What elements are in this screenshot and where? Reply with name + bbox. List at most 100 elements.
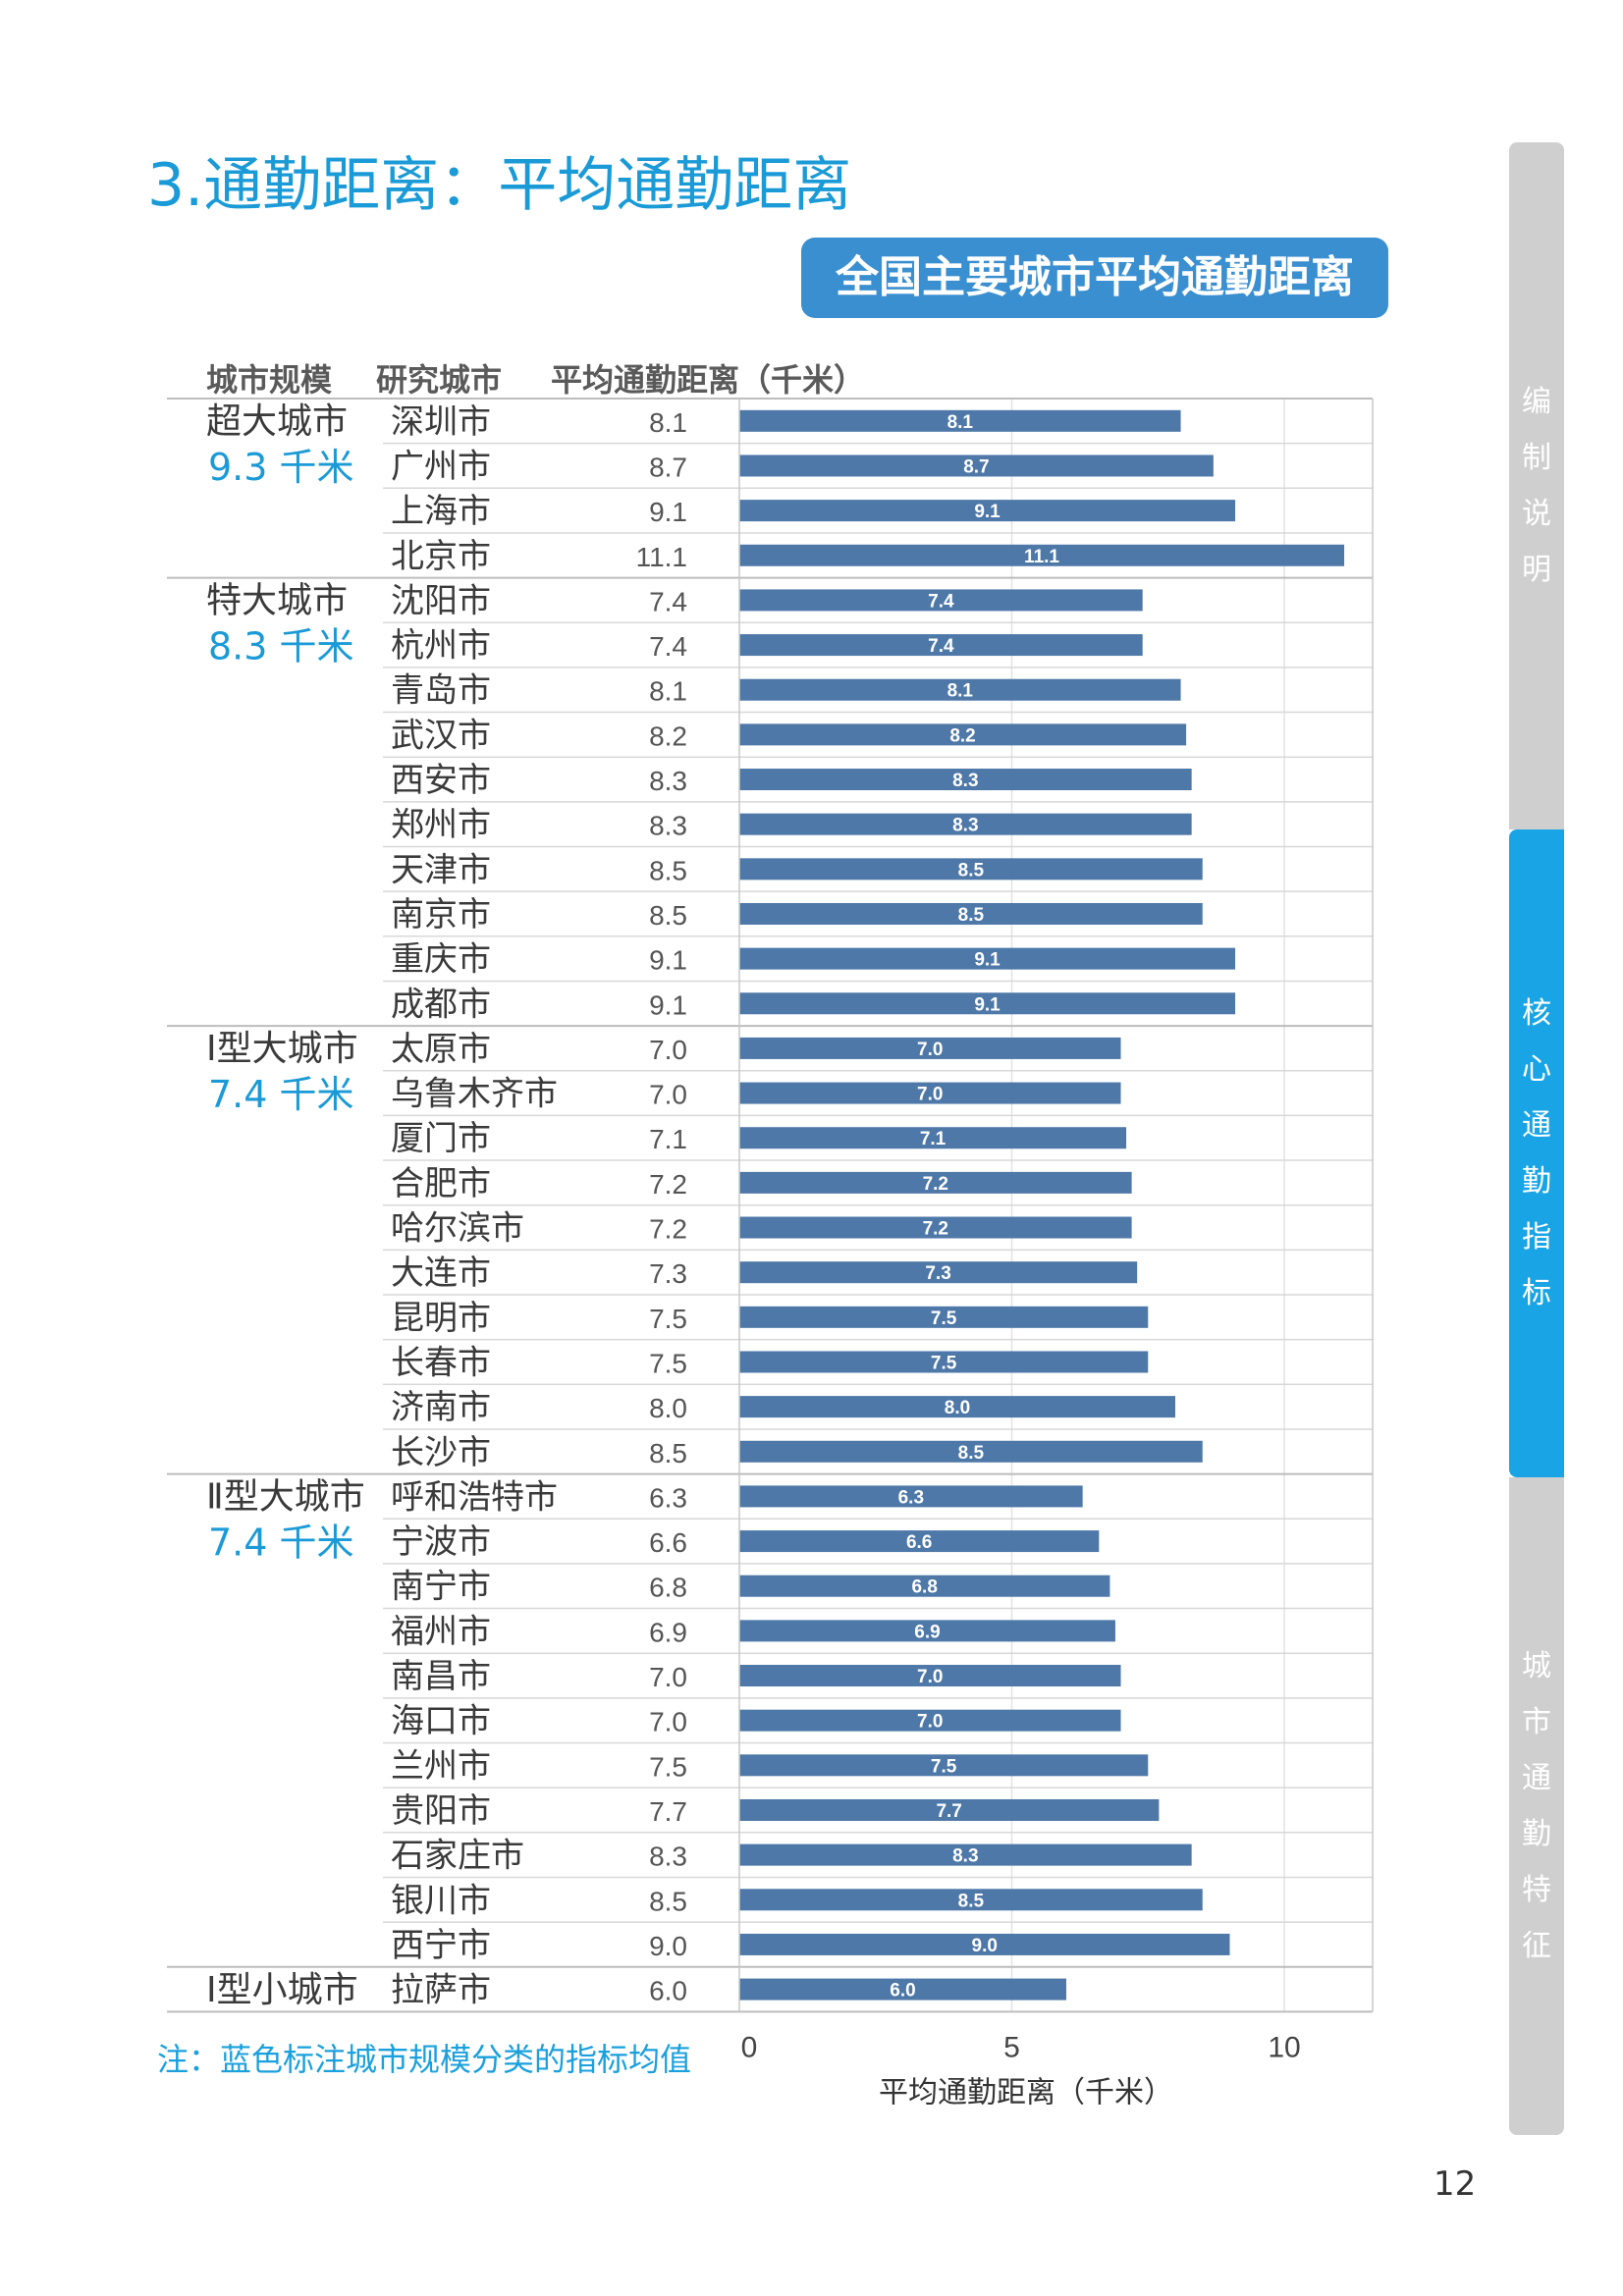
category-label: 昆明市 [391, 1299, 491, 1338]
value-label: 7.4 [649, 586, 687, 616]
category-label: 拉萨市 [391, 1971, 491, 2010]
sidebar-char: 编 [1522, 385, 1551, 419]
category-label: 广州市 [391, 447, 491, 486]
value-label: 8.3 [649, 1842, 687, 1872]
value-label: 8.5 [649, 855, 687, 885]
sidebar-char: 明 [1522, 553, 1551, 587]
sidebar-tab-core-indicators[interactable]: 核心通勤指标 [1509, 829, 1564, 1477]
bar-data-label: 7.3 [925, 1263, 950, 1284]
bar [739, 1485, 1083, 1508]
value-label: 6.9 [649, 1617, 687, 1647]
bar-data-label: 7.7 [936, 1801, 961, 1822]
value-label: 7.7 [649, 1796, 687, 1827]
group-name: Ⅱ型大城市 [206, 1477, 365, 1518]
category-label: 南京市 [391, 895, 491, 934]
value-label: 11.1 [636, 542, 687, 572]
value-label: 6.3 [649, 1482, 687, 1513]
bar [739, 769, 1192, 791]
bar [739, 1889, 1203, 1911]
category-label: 太原市 [391, 1030, 491, 1069]
bar [739, 1575, 1110, 1597]
category-label: 厦门市 [391, 1119, 491, 1158]
value-label: 8.0 [649, 1393, 687, 1423]
value-label: 9.1 [649, 945, 687, 976]
bar-data-label: 7.2 [923, 1174, 948, 1195]
category-label: 兰州市 [391, 1746, 491, 1786]
value-label: 8.3 [649, 766, 687, 796]
sidebar-tab-city-features[interactable]: 城市通勤特征 [1509, 1477, 1564, 2135]
value-label: 9.1 [649, 989, 687, 1020]
sidebar-char: 通 [1522, 1108, 1551, 1143]
bar-data-label: 9.1 [974, 502, 1001, 522]
bar [739, 454, 1214, 477]
sidebar-char: 勤 [1522, 1817, 1551, 1851]
header-value: 平均通勤距离（千米） [551, 361, 866, 399]
category-label: 银川市 [391, 1881, 491, 1920]
category-label: 西安市 [391, 761, 491, 800]
bar-data-label: 7.0 [917, 1040, 943, 1060]
bar [739, 634, 1143, 657]
category-label: 石家庄市 [391, 1837, 524, 1876]
bar [739, 1261, 1138, 1284]
value-label: 7.1 [649, 1124, 687, 1154]
category-label: 深圳市 [391, 402, 491, 442]
bar [739, 1978, 1066, 2001]
bar [739, 723, 1187, 746]
category-label: 福州市 [391, 1612, 491, 1651]
category-label: 呼和浩特市 [391, 1477, 558, 1517]
value-label: 8.7 [649, 452, 687, 482]
group-mean: 7.4 千米 [208, 1073, 354, 1116]
category-label: 乌鲁木齐市 [391, 1075, 558, 1114]
bar-data-label: 6.6 [906, 1532, 932, 1553]
category-label: 长春市 [391, 1343, 491, 1382]
sidebar-char: 市 [1522, 1705, 1551, 1739]
value-label: 6.0 [649, 1976, 687, 2006]
bar-data-label: 8.5 [958, 1443, 985, 1464]
value-label: 7.5 [649, 1348, 687, 1378]
bar-data-label: 6.0 [890, 1981, 915, 2002]
category-label: 成都市 [391, 985, 491, 1024]
category-label: 宁波市 [391, 1522, 491, 1562]
bar [739, 1127, 1127, 1149]
bar-data-label: 7.4 [928, 591, 954, 612]
bar-data-label: 8.0 [945, 1398, 970, 1418]
bar-data-label: 6.9 [914, 1622, 940, 1642]
bar-data-label: 7.4 [928, 636, 954, 657]
bar-data-label: 8.3 [952, 816, 978, 836]
bar [739, 500, 1236, 522]
bar-data-label: 7.2 [923, 1219, 948, 1240]
category-label: 贵阳市 [391, 1791, 491, 1831]
bar-data-label: 7.0 [917, 1667, 943, 1687]
bar [739, 1440, 1203, 1463]
bar-data-label: 8.5 [958, 1891, 985, 1911]
category-label: 南昌市 [391, 1657, 491, 1696]
sidebar-char: 特 [1522, 1873, 1551, 1907]
x-tick-label: 0 [741, 2031, 758, 2063]
sidebar-tab-compilation-notes[interactable]: 编制说明 [1509, 142, 1564, 829]
value-label: 8.1 [649, 676, 687, 707]
bar [739, 1709, 1121, 1732]
value-label: 8.5 [649, 900, 687, 931]
category-label: 合肥市 [391, 1164, 491, 1203]
category-label: 郑州市 [391, 806, 491, 845]
sidebar-char: 勤 [1522, 1164, 1551, 1199]
bar [739, 1754, 1149, 1777]
bar [739, 1843, 1192, 1866]
value-label: 9.1 [649, 497, 687, 527]
bar-data-label: 9.0 [972, 1936, 998, 1956]
value-label: 9.0 [649, 1931, 687, 1961]
footnote: 注：蓝色标注城市规模分类的指标均值 [157, 2041, 692, 2078]
group-name: 超大城市 [206, 401, 348, 442]
x-axis-title: 平均通勤距离（千米） [879, 2075, 1173, 2109]
bar [739, 992, 1236, 1015]
group-name: Ⅰ型小城市 [206, 1970, 358, 2010]
value-label: 7.4 [649, 631, 687, 662]
value-label: 7.0 [649, 1035, 687, 1065]
value-label: 7.0 [649, 1080, 687, 1110]
value-label: 8.5 [649, 1438, 687, 1468]
bar [739, 1171, 1132, 1194]
value-label: 6.8 [649, 1573, 687, 1603]
category-label: 天津市 [391, 850, 491, 889]
value-label: 8.5 [649, 1886, 687, 1916]
